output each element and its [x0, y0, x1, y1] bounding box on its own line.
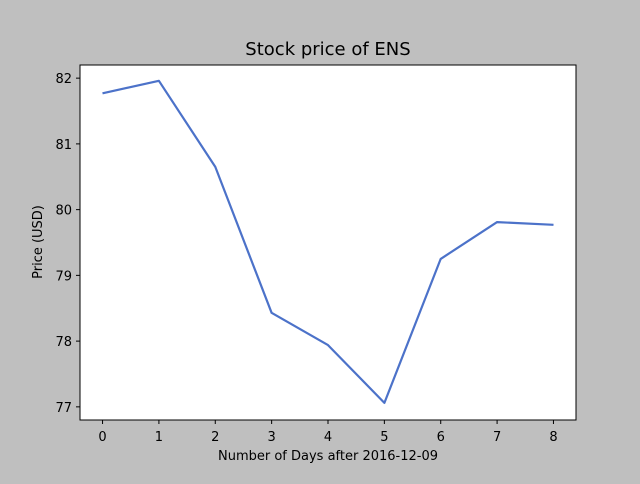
y-tick-label: 80 [55, 204, 72, 219]
plot-area [80, 65, 576, 420]
y-tick-label: 78 [55, 335, 72, 350]
x-tick-label: 2 [211, 430, 219, 445]
x-tick-label: 8 [549, 430, 557, 445]
chart-title: Stock price of ENS [245, 39, 410, 60]
x-tick-label: 3 [267, 430, 275, 445]
y-tick-label: 81 [55, 138, 72, 153]
x-tick-label: 1 [155, 430, 163, 445]
y-axis-label: Price (USD) [31, 205, 46, 279]
y-tick-label: 82 [55, 72, 72, 87]
x-tick-label: 4 [324, 430, 332, 445]
y-axis: 77 78 79 80 81 82 [55, 72, 80, 416]
x-tick-label: 5 [380, 430, 388, 445]
y-tick-label: 79 [55, 269, 72, 284]
x-axis-label: Number of Days after 2016-12-09 [218, 449, 438, 464]
x-tick-label: 0 [98, 430, 106, 445]
x-tick-label: 7 [493, 430, 501, 445]
y-tick-label: 77 [55, 401, 72, 416]
x-axis: 0 1 2 3 4 5 6 7 8 [98, 420, 557, 445]
x-tick-label: 6 [437, 430, 445, 445]
